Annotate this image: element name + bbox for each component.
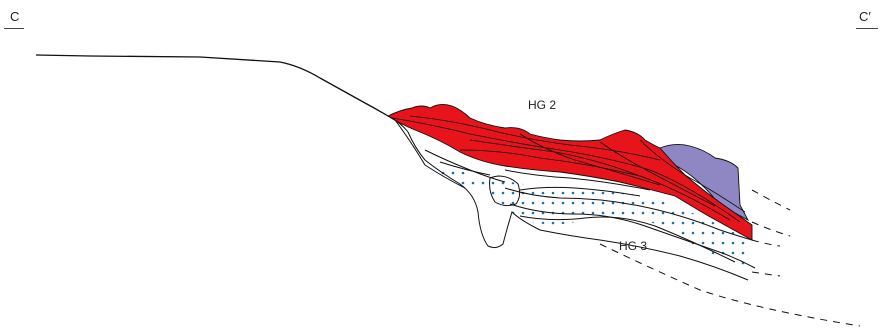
section-end-tick [856, 28, 878, 29]
hg3-label: HG 3 [619, 239, 648, 253]
section-start-tick [4, 28, 24, 29]
section-end-label: C′ [859, 9, 871, 24]
hg2-red-unit [387, 103, 753, 241]
hg2-internal-faults [391, 115, 746, 223]
lower-structure-lines [387, 115, 756, 281]
ground-surface [35, 54, 389, 117]
purple-unit [659, 143, 750, 222]
hg2-label: HG 2 [528, 98, 557, 112]
section-start-label: C [10, 9, 20, 24]
projected-dashed-lines [599, 189, 861, 327]
